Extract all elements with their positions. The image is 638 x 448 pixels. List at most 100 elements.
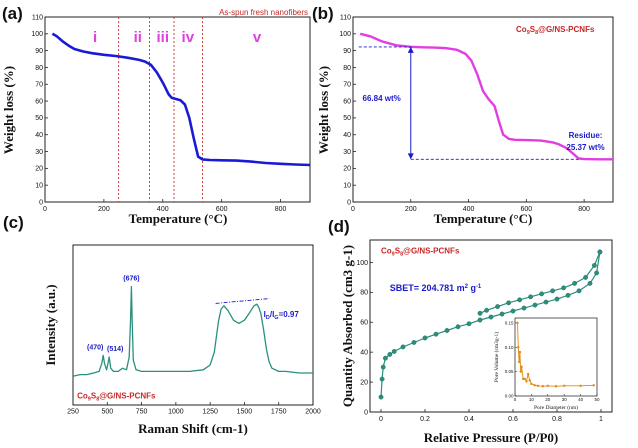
panel-c-xtick-label: 1750: [271, 409, 287, 416]
inset-ytick-label: 0.15: [505, 320, 514, 325]
panel-c-ylabel: Intensity (a.u.): [43, 284, 58, 365]
panel-label-a: (a): [2, 4, 23, 23]
panel-b-ytick-label: 70: [343, 82, 351, 89]
adsorption-point: [466, 321, 472, 327]
pore-point: [579, 384, 582, 387]
panel-b-ytick-label: 90: [343, 48, 351, 55]
adsorption-point: [455, 324, 461, 330]
adsorption-point: [444, 328, 450, 333]
pore-point: [546, 384, 549, 387]
residue-label: Residue:: [569, 131, 603, 140]
panel-b-ytick-label: 100: [339, 31, 351, 38]
tga-curve-b: [359, 32, 613, 161]
arrow-head-up: [407, 46, 414, 53]
panel-c-xtick-label: 2000: [305, 409, 321, 416]
pore-point: [523, 377, 527, 381]
panel-b-xlabel: Temperature (°C): [434, 211, 533, 226]
panel-d-ytick-label: 100: [356, 260, 368, 267]
panel-d-xtick-label: 0: [379, 416, 383, 423]
panel-d-ytick-label: 0: [364, 409, 368, 416]
legend-c: Co9S8@G/NS-PCNFs: [77, 392, 156, 403]
panel-label-c: (c): [3, 213, 24, 232]
adsorption-point: [382, 355, 388, 361]
adsorption-point: [521, 305, 527, 311]
pore-point: [517, 346, 520, 349]
inset-ylabel: Pore Volume (cm3g-1): [493, 332, 500, 382]
panel-a-xtick-label: 200: [98, 206, 110, 213]
panel-label-b: (b): [312, 4, 334, 23]
panel-a-ytick-label: 60: [35, 98, 43, 105]
panel-d-xtick-label: 0.8: [552, 416, 562, 423]
adsorption-point: [411, 340, 417, 345]
pore-point: [533, 384, 536, 387]
pore-point: [526, 372, 530, 376]
pore-point: [554, 385, 558, 388]
inset-xtick-label: 40: [578, 397, 584, 402]
panel-a-annotation: As-spun fresh nanofibers: [219, 8, 308, 17]
panel-a-ytick-label: 80: [35, 65, 43, 72]
panel-c-frame: [72, 244, 314, 406]
peak-label: (676): [123, 276, 139, 283]
pore-point: [516, 321, 519, 325]
panel-a-ytick-label: 30: [35, 149, 43, 156]
panel-b-xtick-label: 0: [351, 206, 355, 213]
desorption-point: [506, 300, 511, 306]
inset-xtick-label: 0: [514, 397, 517, 402]
panel-a-ylabel: Weight loss (%): [1, 66, 16, 154]
pore-point: [536, 384, 540, 387]
adsorption-point: [477, 317, 483, 323]
panel-d-xtick-label: 1: [599, 416, 603, 423]
desorption-point: [539, 291, 544, 297]
region-label: v: [253, 29, 262, 46]
panel-a-ytick-label: 110: [32, 14, 43, 21]
panel-d-ylabel: Quantity Absorbed (cm3 g-1): [340, 245, 355, 407]
adsorption-point: [387, 352, 393, 357]
panel-d-ytick-label: 80: [360, 290, 368, 297]
adsorption-point: [422, 335, 428, 341]
panel-b-xtick-label: 800: [578, 206, 590, 213]
panel-d-ytick-label: 20: [360, 379, 368, 386]
arrow-head-down: [407, 153, 414, 160]
adsorption-point: [510, 308, 516, 314]
panel-b-ytick-label: 20: [343, 166, 351, 173]
panel-c-xtick-label: 1500: [237, 409, 253, 416]
pore-point: [520, 365, 523, 368]
region-label: iv: [182, 29, 195, 46]
desorption-point: [550, 288, 555, 294]
inset-frame: [514, 317, 598, 397]
panel-c-xtick-label: 1250: [202, 409, 218, 416]
desorption-point: [517, 297, 522, 303]
panel-b-ytick-label: 40: [343, 132, 351, 139]
pore-point: [525, 380, 528, 383]
pore-point: [518, 350, 522, 354]
inset-xtick-label: 50: [594, 397, 600, 402]
legend-b: Co9S8@G/NS-PCNFs: [516, 25, 595, 36]
desorption-point: [561, 285, 566, 291]
adsorption-point: [391, 349, 397, 354]
panel-b-ytick-label: 110: [340, 14, 351, 21]
adsorption-point: [543, 299, 549, 305]
pore-point: [528, 379, 531, 382]
panel-a-ytick-label: 40: [35, 132, 43, 139]
panel-a-ytick-label: 50: [35, 115, 43, 122]
adsorption-point: [532, 302, 538, 308]
region-label: ii: [134, 29, 142, 46]
panel-b-xtick-label: 200: [405, 206, 417, 213]
panel-b-xtick-label: 600: [520, 206, 532, 213]
panel-a-ytick-label: 0: [39, 199, 43, 206]
inset-xtick-label: 30: [562, 397, 568, 402]
panel-b-ytick-label: 60: [343, 98, 351, 105]
panel-b-frame: [352, 16, 614, 203]
desorption-point: [592, 263, 597, 268]
region-label: iii: [157, 29, 170, 46]
pore-point: [541, 385, 545, 388]
delta-label: 66.84 wt%: [363, 94, 401, 103]
panel-c-xtick-label: 250: [67, 409, 79, 416]
inset-ytick-label: 0.00: [505, 394, 514, 399]
tga-curve-a: [51, 32, 311, 167]
adsorption-point: [554, 296, 560, 302]
panel-b-ytick-label: 10: [343, 183, 351, 190]
inset-xtick-label: 20: [545, 397, 551, 402]
panel-a-xtick-label: 400: [157, 206, 169, 213]
panel-d-xtick-label: 0.2: [420, 416, 430, 423]
